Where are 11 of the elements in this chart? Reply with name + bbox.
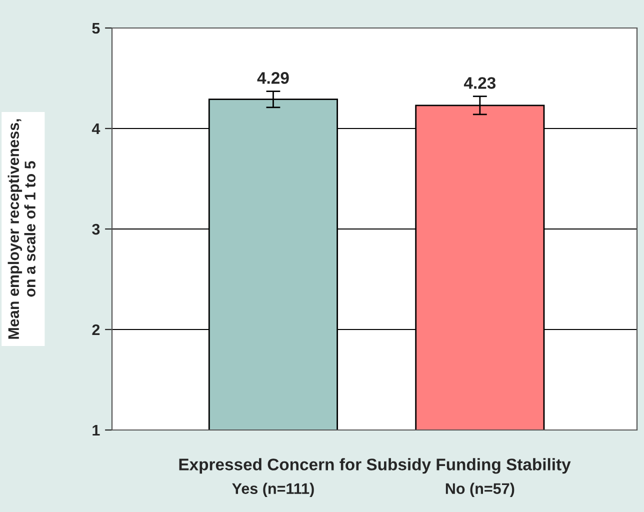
data-label: 4.23: [464, 77, 496, 89]
x-tick-label: Yes (n=111): [232, 482, 314, 498]
x-axis-title: Expressed Concern for Subsidy Funding Stability: [179, 458, 571, 474]
y-tick-label: 4: [92, 124, 100, 134]
y-tick-label: 5: [92, 23, 100, 34]
data-label: 4.29: [257, 72, 289, 84]
y-tick-label: 1: [92, 425, 100, 436]
y-axis-title: Mean employer receptiveness, on a scale of 1 to 5: [8, 119, 36, 339]
y-tick-label: 3: [92, 224, 100, 235]
x-tick-label: No (n=57): [446, 482, 514, 498]
y-tick-label: 2: [92, 324, 100, 336]
